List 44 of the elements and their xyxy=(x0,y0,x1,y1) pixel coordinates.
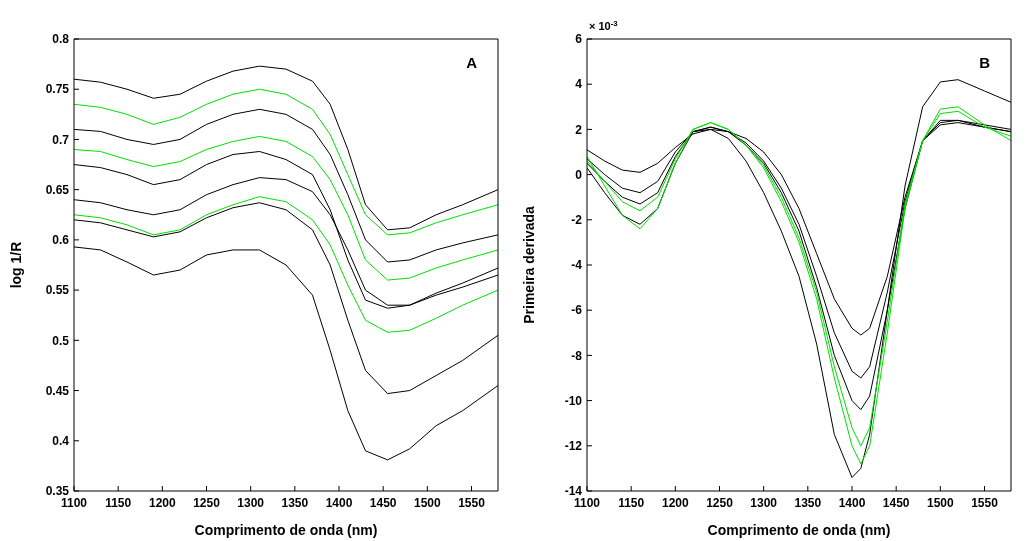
x-tick-label: 1400 xyxy=(325,495,353,510)
x-tick-label: 1350 xyxy=(794,495,822,510)
y-tick-label: 0.5 xyxy=(52,333,70,348)
x-tick-label: 1150 xyxy=(105,495,132,510)
y-axis-title: Primeira derivada xyxy=(520,206,537,324)
y-tick-label: 0.65 xyxy=(45,182,70,197)
y-tick-label: -6 xyxy=(571,303,583,318)
x-axis-title: Comprimento de onda (nm) xyxy=(707,522,891,538)
text: × 10$^{-3}$ xyxy=(589,18,618,32)
annotation: A xyxy=(466,54,478,71)
x-tick-label: 1200 xyxy=(661,495,689,510)
x-tick-label: 1400 xyxy=(838,495,866,510)
y-tick-label: 0.4 xyxy=(52,434,70,449)
y-tick-label: 2 xyxy=(575,122,583,137)
y-tick-label: 0.45 xyxy=(45,383,70,398)
y-axis-title: log 1/R xyxy=(7,241,24,289)
y-tick-label: 0.55 xyxy=(45,283,70,298)
y-tick-label: -10 xyxy=(564,393,583,408)
x-axis-title: Comprimento de onda (nm) xyxy=(194,522,378,538)
y-tick-label: 0.75 xyxy=(45,82,70,97)
annotation: B xyxy=(979,54,991,71)
x-tick-label: 1300 xyxy=(750,495,778,510)
x-tick-label: 1450 xyxy=(882,495,910,510)
x-tick-label: 1350 xyxy=(281,495,309,510)
x-tick-label: 1300 xyxy=(237,495,265,510)
y-tick-label: 0.6 xyxy=(52,233,70,248)
y-tick-label: -12 xyxy=(564,439,583,454)
x-tick-label: 1450 xyxy=(369,495,397,510)
y-tick-label: 0.7 xyxy=(52,132,70,147)
y-tick-label: -4 xyxy=(571,258,583,273)
x-tick-label: 1550 xyxy=(971,495,999,510)
x-tick-label: 1150 xyxy=(618,495,645,510)
x-tick-label: 1250 xyxy=(706,495,734,510)
y-tick-label: 4 xyxy=(575,77,583,92)
x-tick-label: 1550 xyxy=(458,495,486,510)
x-tick-label: 1500 xyxy=(926,495,954,510)
y-tick-label: 0 xyxy=(575,167,583,182)
x-tick-label: 1200 xyxy=(148,495,176,510)
y-tick-label: -2 xyxy=(571,213,583,228)
y-tick-label: -8 xyxy=(571,348,583,363)
x-tick-label: 1250 xyxy=(193,495,221,510)
x-tick-label: 1500 xyxy=(413,495,441,510)
y-tick-label: 0.8 xyxy=(52,32,70,47)
y-tick-label: 6 xyxy=(575,32,583,47)
